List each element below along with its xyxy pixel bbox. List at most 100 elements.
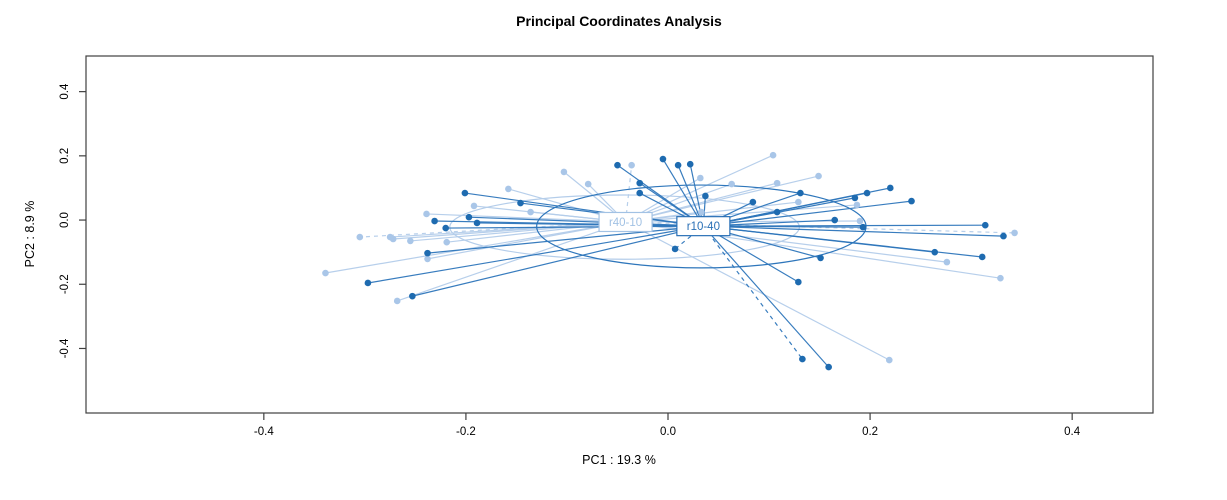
spider-line [662,158,704,227]
data-point [560,168,568,176]
data-point [697,174,704,182]
data-point [389,235,397,243]
x-tick-label: 0.0 [660,426,676,438]
data-point [997,274,1004,282]
data-point [628,161,635,169]
spider-line [703,187,891,227]
group-label-text: r40-10 [609,217,642,229]
data-point [322,269,329,277]
data-point [1011,229,1018,237]
x-axis-label: PC1 : 19.3 % [582,453,656,467]
data-point [859,223,867,231]
spider-line [397,221,626,302]
data-point [465,213,473,221]
data-point [671,245,679,253]
spider-line [625,201,799,223]
data-point [943,258,951,266]
data-point [407,237,414,245]
data-point [981,221,989,229]
data-point [886,184,894,192]
data-point [409,292,416,300]
y-tick-label: -0.4 [59,338,71,358]
data-point [853,201,861,209]
data-point [614,161,621,169]
spider-line [477,222,704,227]
data-point [815,172,822,180]
y-tick-label: -0.2 [59,274,71,294]
group-label-box [676,216,731,237]
data-point [442,224,450,232]
data-point [797,189,804,197]
data-point [773,208,781,216]
chart-title: Principal Coordinates Analysis [516,13,722,29]
data-point [686,160,694,168]
data-point [728,180,735,188]
data-point [795,278,802,286]
spider-line [689,164,704,227]
spider-line [703,200,912,227]
spider-line [625,221,890,361]
data-point [461,189,469,197]
data-point [978,253,986,261]
spider-line [702,225,803,360]
data-point [885,356,893,364]
spider-line [625,154,774,223]
spider-line [445,225,704,229]
spider-line [703,225,1004,237]
y-tick-label: 0.4 [59,83,71,100]
y-axis-label: PC2 : 8.9 % [23,201,37,268]
data-point [636,179,644,187]
data-point [831,216,839,224]
data-point [825,363,832,371]
data-point [851,194,859,202]
group-labels-layer: r40-10 r10-40 [598,211,731,237]
x-tick-label: -0.4 [254,426,274,438]
group-label-text: r10-40 [687,221,720,233]
data-point [749,198,757,206]
data-point [698,208,705,216]
spider-line [427,221,626,260]
data-point [517,199,524,207]
spider-line [625,221,947,263]
x-tick-label: 0.4 [1064,426,1081,438]
data-point [674,161,682,169]
data-point [527,208,534,216]
data-point [856,217,864,225]
spider-line [367,225,704,284]
data-point [769,151,777,159]
data-point [470,202,478,210]
data-point [636,189,644,197]
axis-ticks: -0.4 -0.2 0.0 0.2 0.4 -0.4 -0.2 0.0 0.2 0.4 [59,83,1081,438]
data-point [364,279,372,287]
data-point [702,192,709,200]
data-point [799,355,806,363]
spider-line [677,164,704,227]
x-tick-label: -0.2 [456,426,476,438]
data-point [356,233,364,241]
spider-line [703,224,986,227]
spider-line [426,213,626,223]
spider-line [468,216,704,227]
data-point [505,185,512,193]
data-point [795,198,802,206]
data-point [931,248,939,256]
spider-line [412,225,704,297]
data-point [817,254,824,262]
data-point [424,249,431,257]
spider-line [325,221,626,274]
spider-line [702,225,830,368]
plot-border [85,55,1154,414]
data-point [473,219,481,227]
data-point [584,180,592,188]
data-point [431,217,438,225]
group-label-box [598,211,653,233]
y-tick-label: 0.0 [59,212,71,228]
spider-line [625,175,819,223]
data-point [863,189,871,197]
data-point [659,155,667,163]
data-point [424,255,431,263]
spider-line [427,225,704,254]
points-layer [322,151,1018,371]
